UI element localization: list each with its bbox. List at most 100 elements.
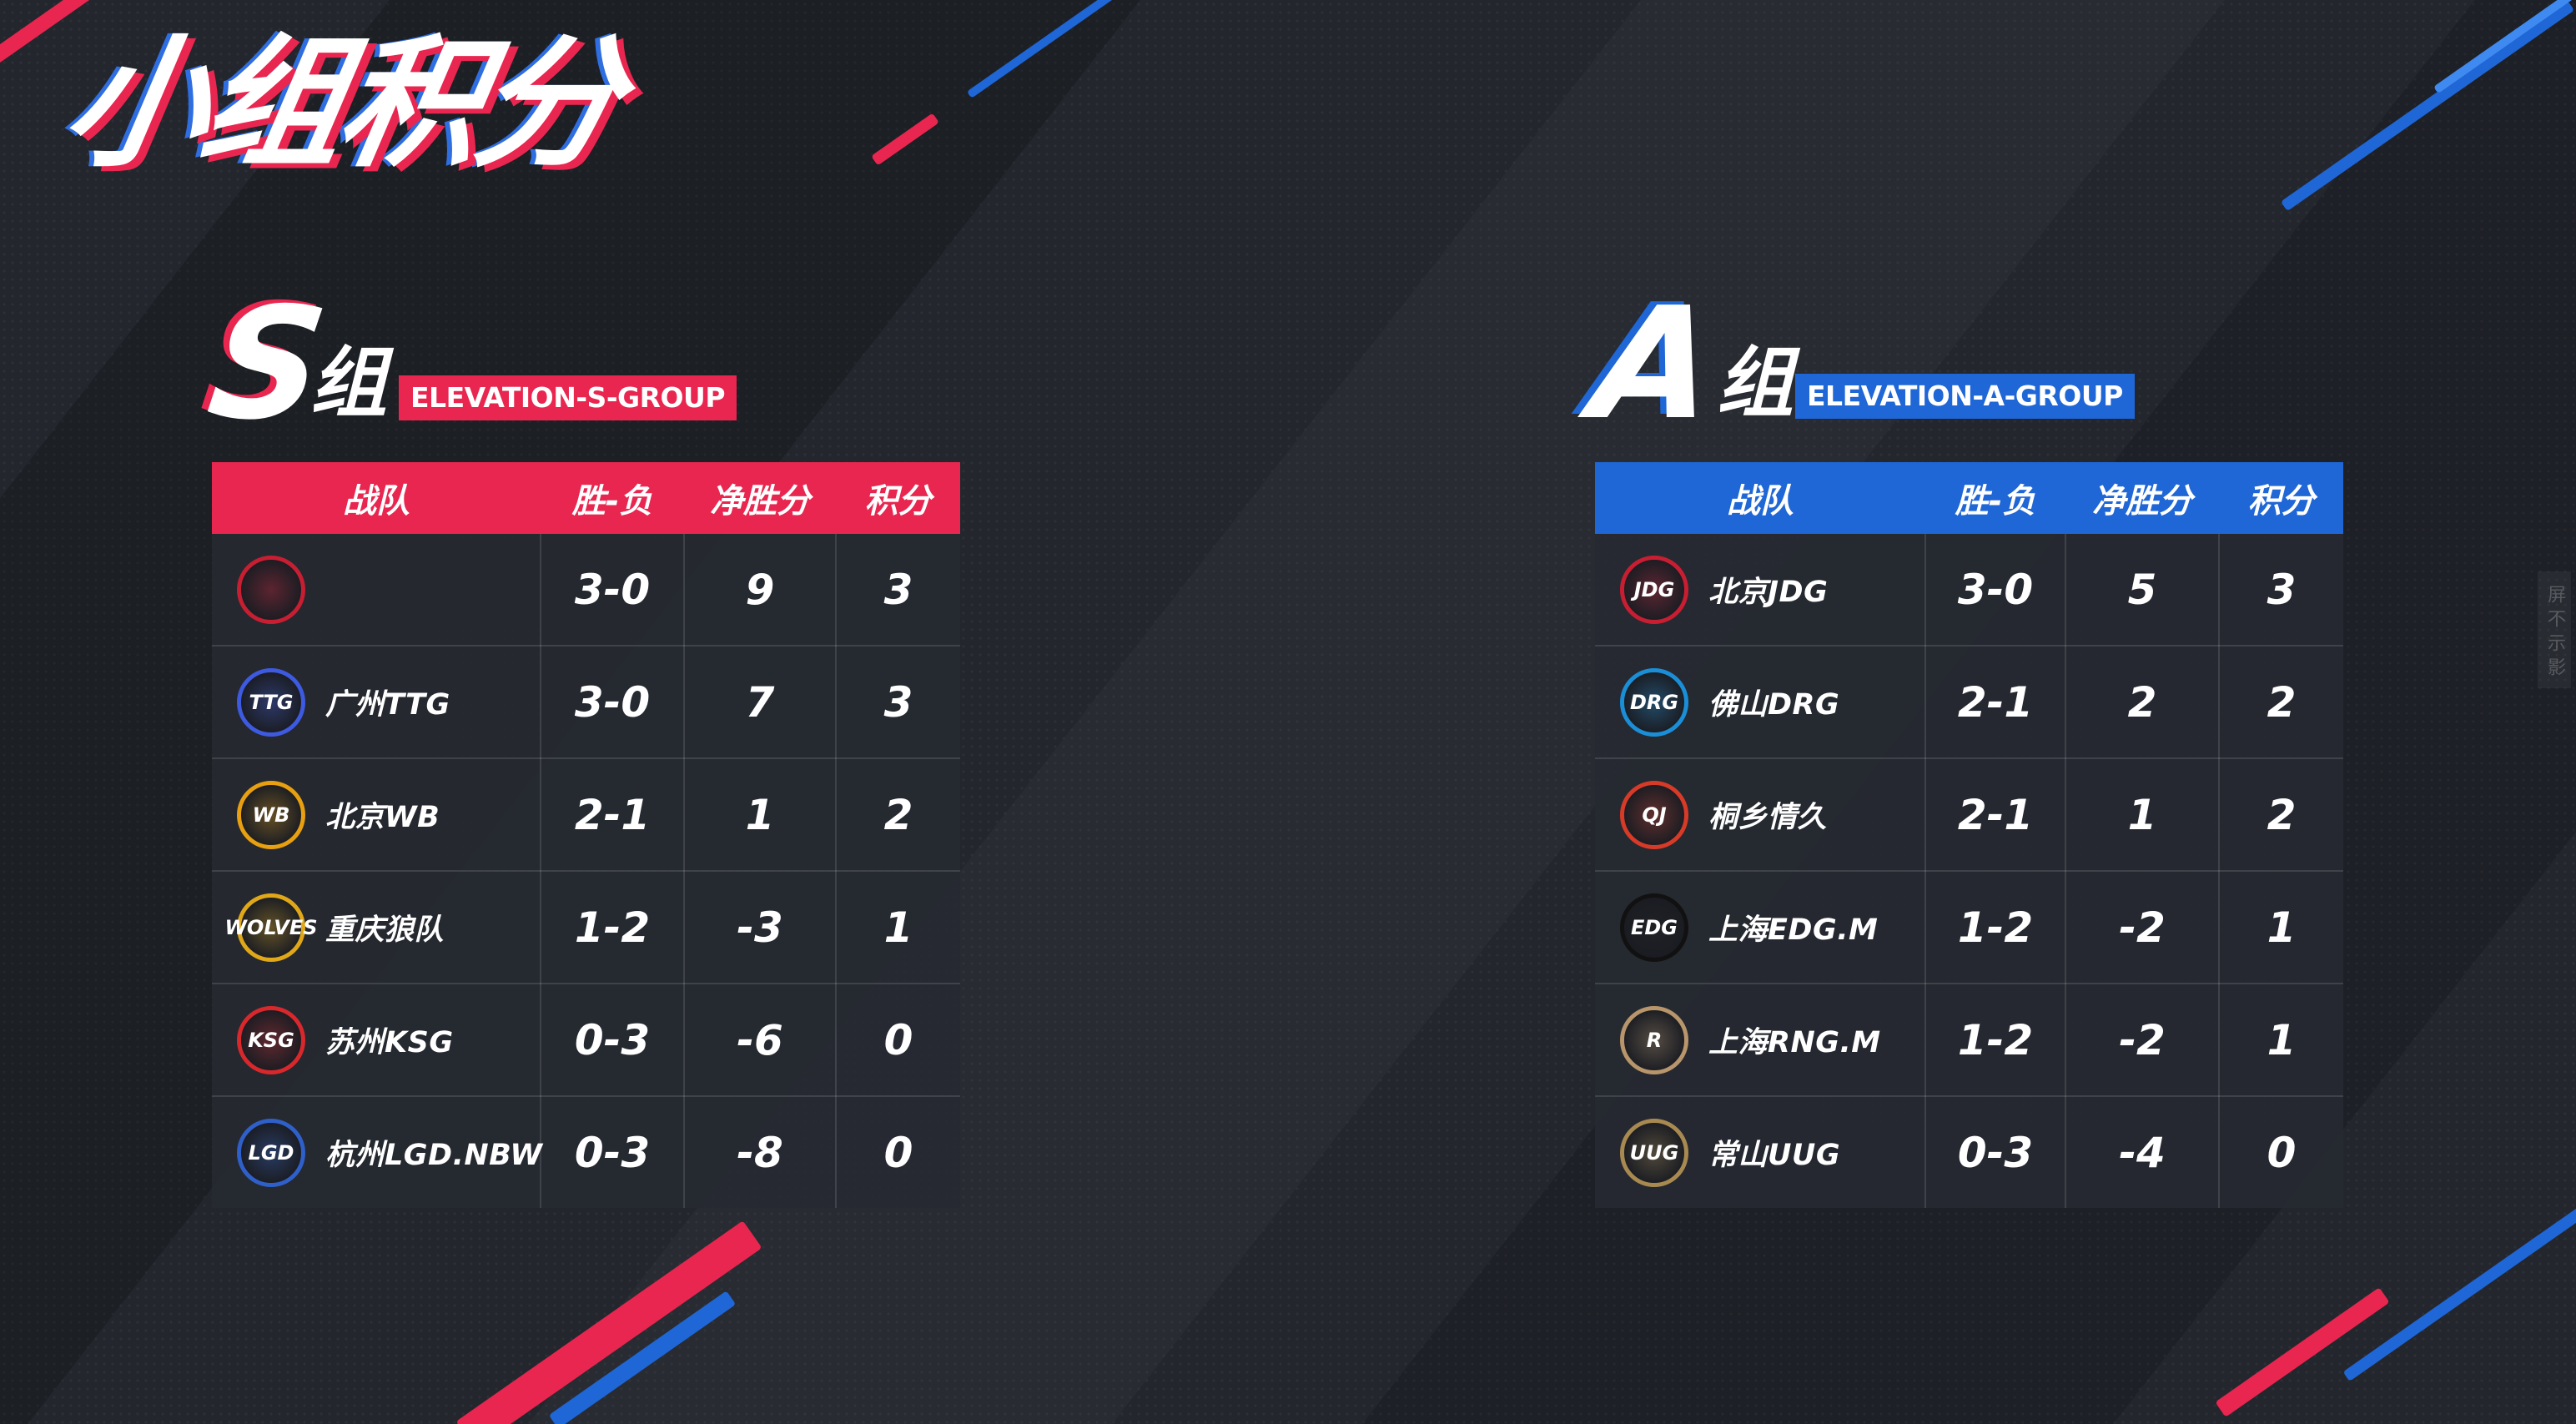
column-header-record: 胜-负: [1955, 482, 2036, 521]
points-cell: 3: [836, 646, 960, 759]
team-cell: LGD 杭州LGD.NBW: [212, 1096, 543, 1208]
points-cell: 3: [836, 534, 960, 647]
team-name: 广州TTG: [325, 688, 450, 722]
column-header-net: 净胜分: [2092, 482, 2192, 521]
team-cell: JDG 北京JDG: [1595, 534, 1926, 647]
net-cell: -3: [684, 871, 837, 984]
group-a-header: A 组 ELEVATION-A-GROUP: [1582, 274, 2346, 454]
logo-text: TTG: [249, 690, 294, 714]
team-name: 苏州KSG: [325, 1026, 454, 1059]
table-header-row: 战队 胜-负 净胜分 积分: [212, 462, 960, 534]
group-s-table: 战队 胜-负 净胜分 积分 3-0 9 3 TTG 广州TTG 3-0 7 3 WB 北京WB 2-…: [212, 462, 960, 1208]
wolves-logo-icon: WOLVES: [224, 893, 318, 962]
team-name: 常山UUG: [1708, 1139, 1841, 1172]
team-cell: KSG 苏州KSG: [212, 984, 541, 1097]
page-title: 小组积分: [52, 22, 629, 187]
record-cell: 3-0: [1925, 534, 2066, 647]
net-cell: -6: [684, 984, 837, 1097]
column-header-record: 胜-负: [571, 482, 653, 521]
table-row: QJ 桐乡情久 2-1 1 2: [1595, 758, 2343, 872]
points-cell: 2: [2219, 646, 2343, 759]
table-row: JDG 北京JDG 3-0 5 3: [1595, 534, 2343, 647]
team-wrap: QJ 桐乡情久: [1595, 780, 1924, 849]
record-cell: 1-2: [541, 871, 685, 984]
table-row: EDG 上海EDG.M 1-2 -2 1: [1595, 871, 2343, 984]
net-cell: 9: [684, 534, 837, 647]
record-cell: 1-2: [1925, 871, 2066, 984]
team-cell: TTG 广州TTG: [212, 646, 541, 759]
team-wrap: R 上海RNG.M: [1595, 1005, 1924, 1074]
table-row: TTG 广州TTG 3-0 7 3: [212, 646, 960, 759]
team-cell: DRG 佛山DRG: [1595, 646, 1926, 759]
group-a-tag: ELEVATION-A-GROUP: [1795, 374, 2135, 419]
net-cell: 2: [2065, 646, 2220, 759]
team-wrap: UUG 常山UUG: [1595, 1118, 1924, 1187]
table-row: R 上海RNG.M 1-2 -2 1: [1595, 984, 2343, 1097]
record-cell: 3-0: [541, 646, 685, 759]
column-header-team: 战队: [343, 482, 410, 521]
logo-text: WB: [252, 803, 290, 827]
net-cell: -8: [684, 1096, 837, 1208]
points-cell: 1: [836, 871, 960, 984]
wb-logo-icon: WB: [237, 780, 305, 849]
group-s-tag: ELEVATION-S-GROUP: [399, 375, 737, 420]
logo-text: JDG: [1633, 577, 1675, 601]
table-row: 3-0 9 3: [212, 534, 960, 647]
team-cell: [212, 534, 541, 647]
record-cell: 2-1: [1925, 646, 2066, 759]
column-header-net: 净胜分: [710, 482, 810, 521]
table-row: KSG 苏州KSG 0-3 -6 0: [212, 984, 960, 1097]
team-cell: WOLVES 重庆狼队: [212, 871, 541, 984]
team-wrap: [212, 555, 540, 624]
ttg-logo-icon: TTG: [237, 667, 305, 737]
team-wrap: DRG 佛山DRG: [1595, 667, 1924, 737]
points-cell: 0: [836, 1096, 960, 1208]
net-cell: 7: [684, 646, 837, 759]
team-wrap: TTG 广州TTG: [212, 667, 540, 737]
group-s-header: S 组 ELEVATION-S-GROUP: [199, 274, 963, 454]
net-cell: -4: [2065, 1096, 2220, 1208]
net-cell: -2: [2065, 871, 2220, 984]
team-name: 杭州LGD.NBW: [325, 1139, 543, 1172]
record-cell: 0-3: [541, 984, 685, 1097]
net-cell: 1: [2065, 758, 2220, 872]
table-row: LGD 杭州LGD.NBW 0-3 -8 0: [212, 1096, 960, 1208]
points-cell: 0: [2219, 1096, 2343, 1208]
group-a-suffix: 组: [1717, 339, 1794, 428]
lgd-logo-icon: LGD: [237, 1118, 305, 1187]
team-name: 上海RNG.M: [1708, 1026, 1881, 1059]
record-cell: 2-1: [1925, 758, 2066, 872]
record-cell: 0-3: [541, 1096, 685, 1208]
uug-logo-icon: UUG: [1620, 1118, 1688, 1187]
rng-logo-icon: R: [1620, 1005, 1688, 1074]
points-cell: 2: [836, 758, 960, 872]
team-wrap: WOLVES 重庆狼队: [212, 893, 540, 962]
logo-text: QJ: [1642, 803, 1667, 827]
group-s-suffix: 组: [310, 339, 388, 428]
table-row: UUG 常山UUG 0-3 -4 0: [1595, 1096, 2343, 1208]
table-row: DRG 佛山DRG 2-1 2 2: [1595, 646, 2343, 759]
points-cell: 2: [2219, 758, 2343, 872]
team-cell: QJ 桐乡情久: [1595, 758, 1926, 872]
side-watermark: 屏 不 示 影: [2538, 571, 2571, 688]
column-header-team: 战队: [1727, 482, 1794, 521]
net-cell: -2: [2065, 984, 2220, 1097]
team-name: 佛山DRG: [1708, 688, 1840, 722]
points-cell: 0: [836, 984, 960, 1097]
team-name: 桐乡情久: [1708, 801, 1828, 834]
record-cell: 0-3: [1925, 1096, 2066, 1208]
team-cell: EDG 上海EDG.M: [1595, 871, 1926, 984]
group-a-letter: A: [1582, 274, 1728, 454]
team-name: 重庆狼队: [325, 913, 445, 947]
jdg-logo-icon: JDG: [1620, 555, 1688, 624]
ksg-logo-icon: KSG: [237, 1005, 305, 1074]
logo-text: R: [1646, 1028, 1663, 1052]
team-wrap: EDG 上海EDG.M: [1595, 893, 1924, 962]
drg-logo-icon: DRG: [1620, 667, 1688, 737]
table-row: WOLVES 重庆狼队 1-2 -3 1: [212, 871, 960, 984]
team-name: 北京JDG: [1708, 576, 1829, 609]
points-cell: 1: [2219, 984, 2343, 1097]
table-row: WB 北京WB 2-1 1 2: [212, 758, 960, 872]
table-header-row: 战队 胜-负 净胜分 积分: [1595, 462, 2343, 534]
team-cell: WB 北京WB: [212, 758, 541, 872]
